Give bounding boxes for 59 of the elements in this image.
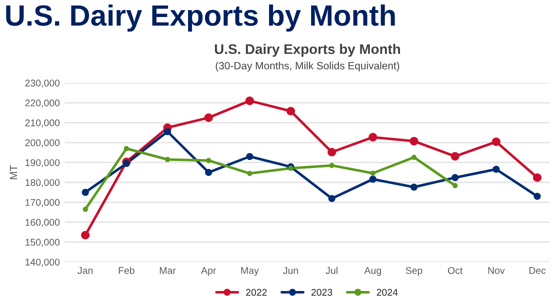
y-tick-label: 180,000: [26, 179, 60, 188]
x-tick-label: Dec: [529, 267, 546, 274]
point: [452, 174, 459, 182]
point: [164, 128, 172, 136]
point: [328, 194, 336, 202]
point: [328, 148, 336, 156]
y-tick-label: 230,000: [25, 80, 60, 88]
point: [164, 156, 170, 162]
point: [329, 162, 334, 168]
point: [492, 166, 500, 173]
point: [245, 96, 254, 106]
chart-title: U.S. Dairy Exports by Month: [6, 4, 395, 32]
point: [124, 146, 130, 152]
x-tick-label: Nov: [488, 267, 505, 274]
y-tick-label: 200,000: [25, 139, 60, 148]
point: [82, 206, 88, 212]
y-tick-label: 170,000: [26, 199, 60, 208]
x-tick-label: Jul: [326, 266, 338, 274]
legend-label: 2024: [376, 288, 398, 296]
point: [532, 173, 542, 182]
y-axis-title: MT: [10, 165, 18, 180]
point: [288, 166, 294, 171]
point: [286, 106, 296, 116]
point: [206, 158, 212, 164]
point: [411, 154, 417, 160]
point: [81, 230, 90, 240]
y-tick-label: 220,000: [25, 100, 60, 108]
y-tick-label: 140,000: [26, 258, 60, 267]
x-tick-label: Jun: [283, 267, 298, 274]
x-tick-label: Aug: [364, 267, 381, 276]
x-tick-label: Feb: [118, 266, 134, 274]
point: [82, 188, 89, 196]
chart-subtitle: U.S. Dairy Exports by Month: [214, 44, 400, 57]
point: [368, 132, 378, 142]
x-tick-label: Sep: [406, 267, 422, 276]
point: [534, 192, 541, 200]
point: [492, 137, 500, 146]
legend-label: 2023: [311, 288, 332, 296]
text: (30-Day Months, Milk Solids Equivalent): [216, 62, 400, 72]
point: [370, 170, 376, 176]
y-tick-label: 190,000: [26, 159, 60, 168]
point: [247, 170, 252, 176]
point: [205, 168, 212, 176]
point: [246, 152, 254, 160]
point: [410, 184, 418, 191]
point: [369, 176, 376, 183]
y-tick-label: 210,000: [25, 119, 60, 128]
point: [204, 113, 213, 122]
point: [410, 136, 418, 146]
x-tick-label: Jan: [78, 267, 93, 274]
x-tick-label: Apr: [201, 267, 216, 276]
x-tick-label: Oct: [448, 267, 463, 274]
x-tick-label: May: [241, 267, 259, 276]
point: [450, 152, 460, 161]
x-tick-label: Mar: [160, 267, 176, 274]
y-tick-label: 160,000: [26, 218, 60, 227]
legend-label: 2022: [246, 288, 267, 296]
y-tick-label: 150,000: [26, 238, 60, 247]
point: [452, 182, 458, 188]
